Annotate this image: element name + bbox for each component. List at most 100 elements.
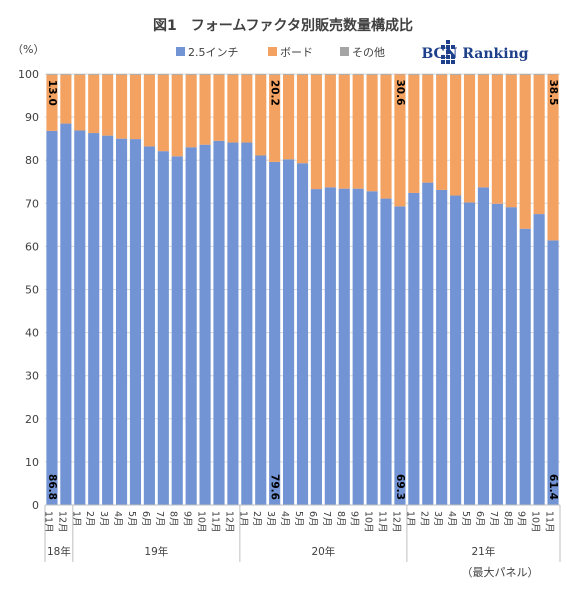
bar-segment <box>143 74 155 75</box>
y-tick-label: 70 <box>25 197 39 210</box>
y-tick-label: 30 <box>25 370 39 383</box>
bar-segment <box>185 147 197 505</box>
bar-segment <box>46 130 58 505</box>
bar-segment <box>283 159 295 505</box>
bar-segment <box>115 138 128 505</box>
bar-segment <box>505 207 517 505</box>
x-tick-label: 9月 <box>349 511 360 527</box>
data-label: 79.6 <box>269 474 281 500</box>
bar-segment <box>422 74 434 75</box>
bar-segment <box>283 74 295 75</box>
bar-segment <box>102 74 114 136</box>
bar-segment <box>450 74 462 196</box>
x-tick-label: 7月 <box>321 511 332 527</box>
bar-segment <box>255 74 267 156</box>
bar-segment <box>324 74 336 188</box>
x-tick-label: 10月 <box>363 511 374 533</box>
bars <box>46 74 559 506</box>
bar-segment <box>296 74 309 75</box>
x-tick-label: 7月 <box>488 511 499 527</box>
bar-segment <box>199 74 211 145</box>
bar-segment <box>408 74 420 75</box>
x-tick-label: 9月 <box>182 511 193 527</box>
bar-segment <box>366 74 378 75</box>
bar-segment <box>213 140 225 505</box>
bar-segment <box>380 74 392 199</box>
bar-segment <box>102 135 114 505</box>
bar-segment <box>88 133 100 505</box>
data-label: 61.4 <box>547 474 559 500</box>
bar-segment <box>505 74 517 75</box>
x-tick-label: 4月 <box>279 511 290 527</box>
x-tick-label: 1月 <box>70 511 81 527</box>
bar-segment <box>241 74 253 143</box>
logo-dot <box>446 60 450 64</box>
x-tick-label: 2月 <box>251 511 262 527</box>
bar-segment <box>519 228 531 505</box>
bcn-grid-logo-icon <box>441 40 455 64</box>
bar-segment <box>547 74 559 241</box>
x-tick-label: 6月 <box>140 511 151 527</box>
x-tick-label: 7月 <box>154 511 165 527</box>
bar-segment <box>477 187 490 505</box>
bar-segment <box>102 74 114 75</box>
bar-segment <box>533 74 545 215</box>
legend-entry: 2.5インチ <box>188 46 239 59</box>
bar-segment <box>255 74 267 75</box>
year-labels: 18年 19年 20年 21年 <box>44 505 561 562</box>
x-tick-label: 1月 <box>237 511 248 527</box>
bar-segment <box>171 74 183 75</box>
logo-dot <box>441 55 445 59</box>
data-label: 86.8 <box>46 474 58 500</box>
y-tick-label: 40 <box>25 327 39 340</box>
x-tick-label: 4月 <box>446 511 457 527</box>
bar-segment <box>115 74 128 139</box>
bar-segment <box>408 192 420 505</box>
bar-segment <box>241 74 253 75</box>
x-tick-label: 11月 <box>377 511 388 533</box>
bar-segment <box>491 74 503 75</box>
bar-segment <box>227 142 239 506</box>
bar-segment <box>157 74 169 152</box>
bar-segment <box>436 74 448 75</box>
bar-segment <box>519 74 531 75</box>
legend-swatch <box>340 47 349 56</box>
bar-segment <box>366 191 378 505</box>
x-tick-label: 3月 <box>98 511 109 527</box>
x-tick-label: 6月 <box>307 511 318 527</box>
bar-segment <box>310 189 322 505</box>
year-label: 18年 <box>47 545 71 558</box>
logo-dot <box>441 60 445 64</box>
bar-segment <box>199 144 211 505</box>
y-tick-label: 0 <box>32 499 39 512</box>
bar-segment <box>338 188 350 505</box>
x-tick-label: 5月 <box>126 511 137 527</box>
legend-entry: その他 <box>352 46 385 59</box>
logo-dot <box>446 55 450 59</box>
bar-segment <box>463 74 476 75</box>
bar-segment <box>450 74 462 75</box>
bar-segment <box>352 188 364 505</box>
bar-segment <box>157 74 169 75</box>
year-label: 19年 <box>144 545 168 558</box>
y-tick-label: 90 <box>25 111 39 124</box>
y-tick-label: 100 <box>18 68 39 81</box>
year-label: 20年 <box>311 545 335 558</box>
bar-segment <box>436 189 448 505</box>
bar-segment <box>241 142 253 506</box>
x-tick-label: 8月 <box>335 511 346 527</box>
legend-entry: ボード <box>280 46 313 59</box>
logo-dot <box>446 50 450 54</box>
bar-segment <box>171 74 183 157</box>
bar-segment <box>296 163 309 506</box>
bar-segment <box>88 74 100 134</box>
bar-segment <box>324 74 336 75</box>
x-tick-label: 10月 <box>196 511 207 533</box>
year-label: 21年 <box>472 545 496 558</box>
bar-segment <box>394 206 406 505</box>
legend: 2.5インチ ボード その他 <box>176 46 385 59</box>
logo: BCN Ranking <box>421 40 529 64</box>
x-tick-label: 3月 <box>265 511 276 527</box>
bar-segment <box>115 74 128 75</box>
bar-segment <box>88 74 100 75</box>
